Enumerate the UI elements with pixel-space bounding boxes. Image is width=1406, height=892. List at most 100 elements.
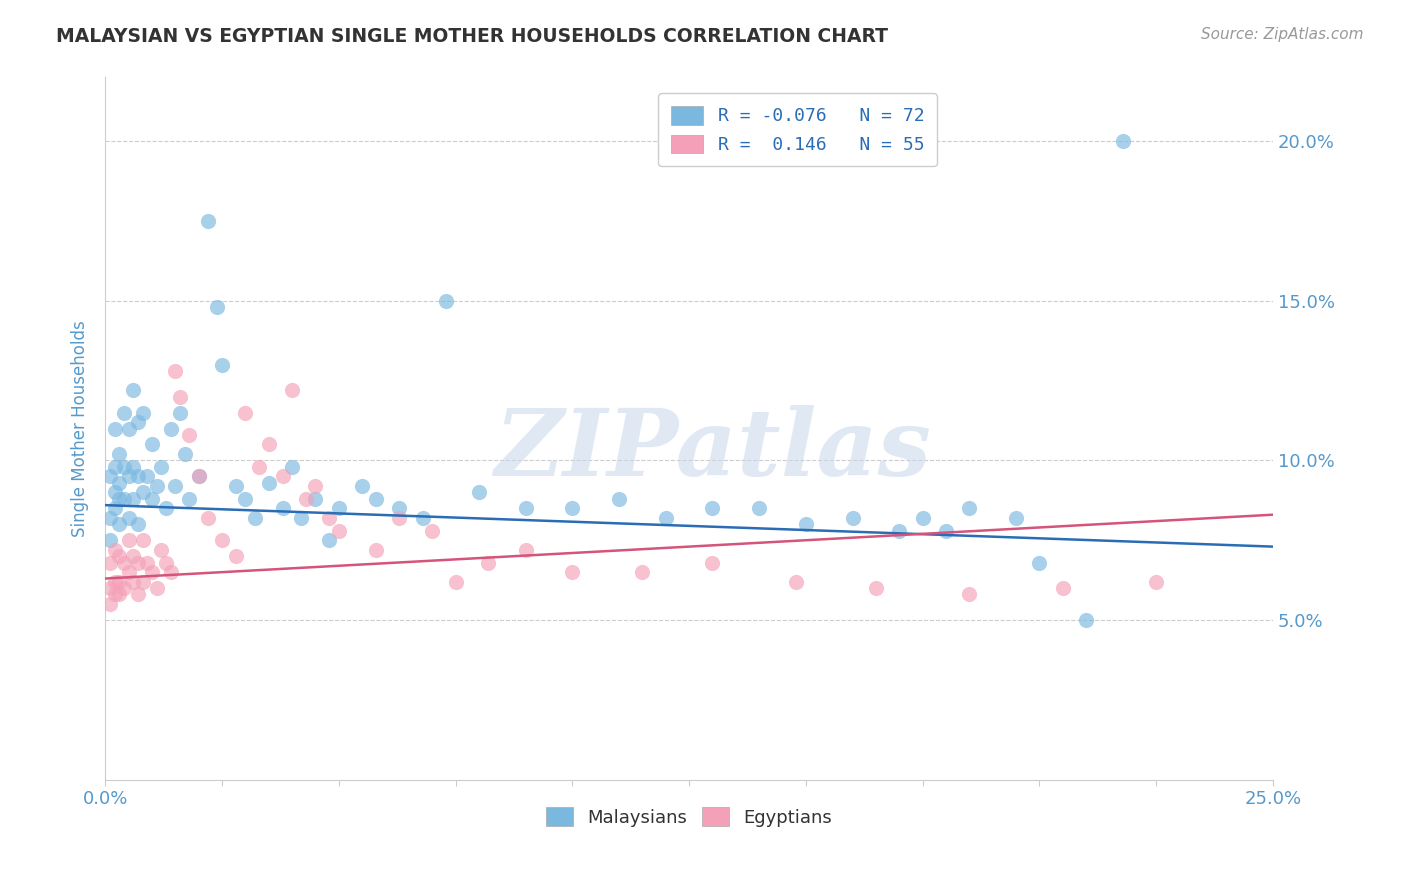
Point: [748, 501, 770, 516]
Point: [165, 364, 187, 378]
Point: [211, 533, 233, 548]
Point: [935, 524, 957, 538]
Point: [131, 574, 153, 589]
Point: [112, 459, 135, 474]
Text: MALAYSIAN VS EGYPTIAN SINGLE MOTHER HOUSEHOLDS CORRELATION CHART: MALAYSIAN VS EGYPTIAN SINGLE MOTHER HOUS…: [56, 27, 889, 45]
Point: [281, 459, 304, 474]
Point: [159, 421, 181, 435]
Point: [271, 469, 294, 483]
Point: [654, 511, 676, 525]
Point: [127, 517, 149, 532]
Point: [98, 597, 121, 611]
Point: [103, 587, 125, 601]
Point: [785, 574, 807, 589]
Point: [117, 511, 139, 525]
Point: [197, 511, 219, 525]
Point: [607, 491, 630, 506]
Point: [388, 511, 411, 525]
Point: [131, 485, 153, 500]
Point: [98, 581, 121, 595]
Point: [271, 501, 294, 516]
Point: [889, 524, 911, 538]
Point: [290, 511, 312, 525]
Point: [366, 542, 388, 557]
Point: [561, 565, 583, 579]
Point: [233, 406, 256, 420]
Point: [159, 565, 181, 579]
Point: [136, 556, 159, 570]
Point: [98, 533, 121, 548]
Point: [103, 542, 125, 557]
Point: [112, 406, 135, 420]
Point: [207, 300, 229, 314]
Point: [179, 491, 201, 506]
Point: [136, 469, 159, 483]
Point: [108, 587, 131, 601]
Point: [108, 549, 131, 564]
Point: [515, 542, 537, 557]
Point: [155, 556, 177, 570]
Point: [117, 533, 139, 548]
Point: [420, 524, 443, 538]
Point: [108, 475, 131, 490]
Point: [127, 469, 149, 483]
Point: [117, 565, 139, 579]
Point: [117, 421, 139, 435]
Point: [122, 383, 145, 397]
Point: [173, 447, 195, 461]
Point: [108, 574, 131, 589]
Point: [352, 479, 374, 493]
Point: [150, 459, 173, 474]
Point: [304, 479, 326, 493]
Point: [127, 556, 149, 570]
Text: ZIPatlas: ZIPatlas: [494, 405, 931, 494]
Point: [702, 556, 724, 570]
Point: [328, 524, 350, 538]
Point: [131, 406, 153, 420]
Point: [150, 542, 173, 557]
Point: [794, 517, 817, 532]
Point: [257, 475, 280, 490]
Point: [141, 491, 163, 506]
Point: [103, 459, 125, 474]
Point: [412, 511, 434, 525]
Point: [145, 479, 167, 493]
Point: [145, 581, 167, 595]
Point: [257, 437, 280, 451]
Point: [1005, 511, 1028, 525]
Point: [225, 549, 247, 564]
Point: [112, 556, 135, 570]
Point: [165, 479, 187, 493]
Point: [127, 587, 149, 601]
Point: [122, 459, 145, 474]
Point: [243, 511, 266, 525]
Point: [103, 485, 125, 500]
Point: [631, 565, 654, 579]
Point: [179, 428, 201, 442]
Point: [112, 581, 135, 595]
Point: [108, 491, 131, 506]
Point: [187, 469, 209, 483]
Point: [108, 447, 131, 461]
Point: [318, 511, 340, 525]
Point: [957, 587, 980, 601]
Text: Source: ZipAtlas.com: Source: ZipAtlas.com: [1201, 27, 1364, 42]
Point: [122, 574, 145, 589]
Point: [141, 565, 163, 579]
Point: [1028, 556, 1050, 570]
Point: [295, 491, 318, 506]
Point: [702, 501, 724, 516]
Point: [1074, 613, 1097, 627]
Legend: Malaysians, Egyptians: Malaysians, Egyptians: [538, 800, 839, 834]
Point: [103, 501, 125, 516]
Point: [328, 501, 350, 516]
Point: [108, 517, 131, 532]
Point: [98, 511, 121, 525]
Point: [366, 491, 388, 506]
Point: [98, 469, 121, 483]
Point: [388, 501, 411, 516]
Point: [131, 533, 153, 548]
Point: [515, 501, 537, 516]
Point: [434, 293, 457, 308]
Point: [957, 501, 980, 516]
